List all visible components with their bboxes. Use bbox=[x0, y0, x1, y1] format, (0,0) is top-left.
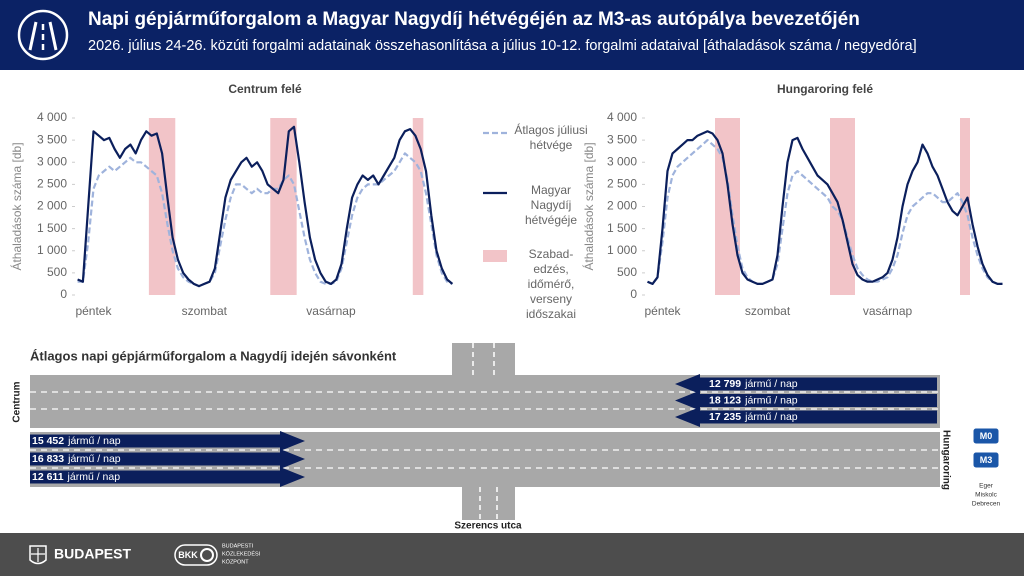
unit: jármű / nap bbox=[67, 453, 121, 465]
x-tick-label: vasárnap bbox=[306, 304, 356, 318]
y-tick-label: 3 000 bbox=[37, 154, 67, 168]
x-tick-label: vasárnap bbox=[863, 304, 913, 318]
lane-arrow bbox=[30, 449, 305, 469]
y-tick-label: 3 500 bbox=[37, 132, 67, 146]
lane-arrow bbox=[675, 374, 937, 394]
lane-count: 17 235 jármű / nap bbox=[709, 411, 798, 423]
header-icon bbox=[17, 9, 69, 61]
lane-count: 15 452 jármű / nap bbox=[32, 435, 121, 447]
unit: jármű / nap bbox=[67, 435, 121, 447]
y-tick-label: 2 000 bbox=[607, 199, 637, 213]
y-tick-label: 2 000 bbox=[37, 199, 67, 213]
y-tick-label: 2 500 bbox=[37, 177, 67, 191]
x-tick-label: péntek bbox=[75, 304, 112, 318]
y-tick-label: 1 000 bbox=[37, 243, 67, 257]
y-tick-label: 500 bbox=[47, 265, 67, 279]
lane-arrow bbox=[675, 390, 937, 411]
lane-divider bbox=[30, 449, 940, 469]
lane-divider bbox=[30, 391, 940, 410]
y-tick-label: 3 500 bbox=[607, 132, 637, 146]
series-line bbox=[77, 125, 454, 288]
y-tick-label: 0 bbox=[60, 287, 67, 301]
unit: jármű / nap bbox=[744, 394, 798, 406]
bkk-logo bbox=[200, 548, 214, 562]
x-tick-label: szombat bbox=[182, 304, 228, 318]
chart-title: Centrum felé bbox=[228, 82, 302, 96]
count: 16 833 bbox=[32, 453, 64, 465]
count: 12 611 bbox=[32, 471, 64, 483]
city-crest bbox=[29, 545, 47, 565]
lane-divider bbox=[472, 343, 495, 376]
end-label: Hungaroring bbox=[940, 430, 951, 490]
bkk-text: BKK bbox=[178, 550, 198, 560]
bkk-name: KÖZLEKEDÉSI bbox=[222, 550, 261, 557]
y-tick-label: 4 000 bbox=[37, 110, 67, 124]
y-tick-label: 3 000 bbox=[607, 154, 637, 168]
x-tick-label: szombat bbox=[745, 304, 791, 318]
highlight-band bbox=[412, 118, 424, 295]
destination: Debrecen bbox=[972, 501, 1001, 508]
lane-divider bbox=[479, 487, 498, 520]
legend-swatch bbox=[483, 250, 507, 262]
lane-count: 18 123 jármű / nap bbox=[709, 394, 798, 406]
destination: Eger bbox=[979, 483, 994, 490]
lane-title: Átlagos napi gépjárműforgalom a Nagydíj … bbox=[30, 348, 397, 363]
highlight-band bbox=[830, 118, 855, 295]
series-line bbox=[647, 139, 1003, 285]
chart-title: Hungaroring felé bbox=[777, 82, 873, 96]
bkk-name: KÖZPONT bbox=[222, 558, 249, 565]
legend-label: Átlagos júliusi hétvége bbox=[514, 123, 588, 152]
side-road bbox=[452, 343, 515, 376]
page-subtitle: 2026. július 24-26. közúti forgalmi adat… bbox=[88, 38, 917, 54]
highlight-band bbox=[148, 118, 176, 295]
lane-count: 12 799 jármű / nap bbox=[709, 378, 798, 390]
legend-label: Szabad-edzés, időmérő, verseny időszakai bbox=[525, 247, 577, 321]
y-tick-label: 1 500 bbox=[37, 221, 67, 235]
y-tick-label: 2 500 bbox=[607, 177, 637, 191]
count: 18 123 bbox=[709, 394, 741, 406]
count: 17 235 bbox=[709, 411, 741, 423]
page-title: Napi gépjárműforgalom a Magyar Nagydíj h… bbox=[88, 9, 860, 30]
lane-count: 16 833 jármű / nap bbox=[32, 453, 121, 465]
count: 12 799 bbox=[709, 378, 741, 390]
header-bar bbox=[0, 0, 1024, 70]
unit: jármű / nap bbox=[67, 471, 121, 483]
y-axis-label: Áthaladások száma [db] bbox=[581, 142, 596, 270]
y-tick-label: 500 bbox=[617, 265, 637, 279]
road-badge bbox=[972, 451, 1000, 469]
lane-count: 12 611 jármű / nap bbox=[32, 471, 120, 483]
destination: Miskolc bbox=[975, 492, 997, 499]
y-tick-label: 1 000 bbox=[607, 243, 637, 257]
street-label: Szerencs utca bbox=[454, 521, 522, 532]
y-tick-label: 4 000 bbox=[607, 110, 637, 124]
lane-arrow bbox=[30, 431, 305, 451]
badge-text: M3 bbox=[980, 455, 993, 465]
side-road bbox=[462, 487, 515, 520]
road-badge bbox=[972, 427, 1000, 445]
lane-arrow bbox=[30, 467, 305, 487]
unit: jármű / nap bbox=[744, 411, 798, 423]
city-logo: BUDAPEST bbox=[54, 546, 131, 562]
lane-diagram: Átlagos napi gépjárműforgalom a Nagydíj … bbox=[12, 343, 1001, 532]
bkk-name: BUDAPESTI bbox=[222, 543, 254, 549]
unit: jármű / nap bbox=[744, 378, 798, 390]
footer-bar bbox=[0, 533, 1024, 576]
lane-arrow bbox=[675, 407, 937, 427]
legend-label: Magyar Nagydíj hétvégéje bbox=[524, 183, 578, 227]
end-label: Centrum bbox=[12, 381, 23, 422]
y-axis-label: Áthaladások száma [db] bbox=[9, 142, 24, 270]
bkk-logo bbox=[174, 544, 218, 566]
x-tick-label: péntek bbox=[644, 304, 681, 318]
series-line bbox=[77, 152, 453, 288]
series-line bbox=[647, 130, 1003, 285]
y-tick-label: 1 500 bbox=[607, 221, 637, 235]
count: 15 452 bbox=[32, 435, 64, 447]
highlight-band bbox=[270, 118, 297, 295]
badge-text: M0 bbox=[980, 431, 993, 441]
y-tick-label: 0 bbox=[630, 287, 637, 301]
